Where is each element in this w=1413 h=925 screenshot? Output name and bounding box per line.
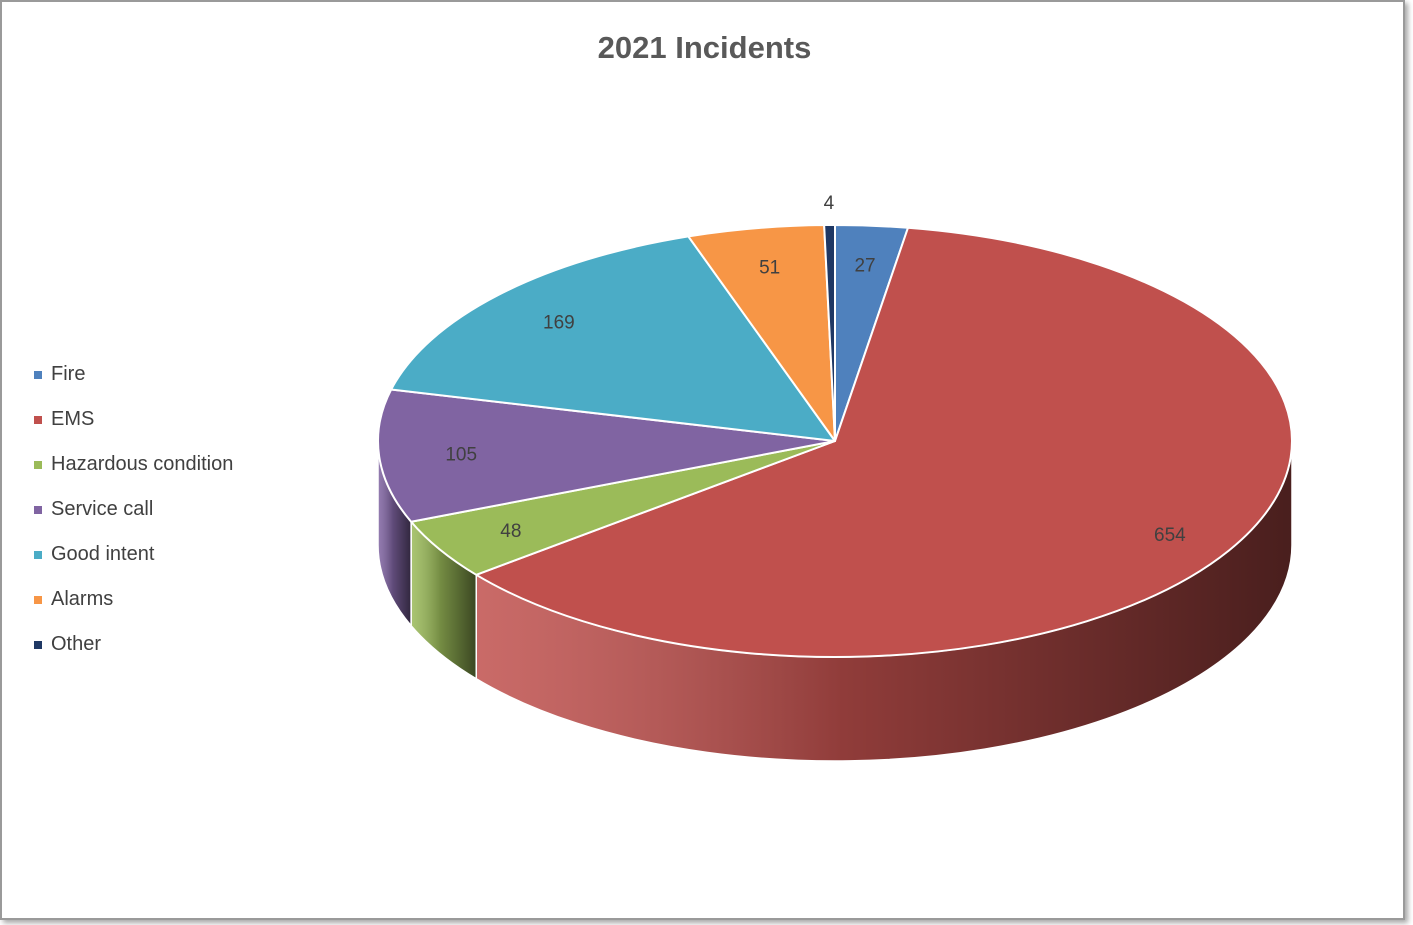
legend-label: Good intent [51,543,155,565]
legend: Fire EMS Hazardous condition Service call Go… [34,352,233,667]
legend-swatch [34,595,42,604]
legend-label: Other [51,633,102,655]
legend-item-other: Other [34,622,233,667]
legend-item-service-call: Service call [34,487,233,532]
legend-swatch [34,640,42,649]
data-label-fire: 27 [854,255,875,276]
data-label-alarms: 51 [759,258,780,279]
legend-label: Service call [51,498,154,520]
legend-swatch [34,370,42,379]
legend-swatch [34,505,42,514]
chart-title: 2021 Incidents [597,30,812,65]
pie-labels: 27 654 48 105 169 51 4 [445,193,1186,546]
pie-top [377,224,1293,658]
legend-label: Hazardous condition [51,453,234,475]
data-label-hazardous-condition: 48 [500,521,521,542]
data-label-good-intent: 169 [543,312,575,333]
legend-label: Alarms [51,588,114,610]
data-label-other: 4 [824,193,835,214]
pie-slice-other [823,224,836,442]
legend-item-hazardous-condition: Hazardous condition [34,442,233,487]
legend-label: EMS [51,408,95,430]
legend-item-alarms: Alarms [34,577,233,622]
legend-swatch [34,460,42,469]
data-label-ems: 654 [1154,525,1186,546]
pie-slice-service-call [377,388,836,523]
legend-swatch [34,415,42,424]
legend-swatch [34,550,42,559]
legend-item-good-intent: Good intent [34,532,233,577]
legend-item-fire: Fire [34,352,233,397]
legend-label: Fire [51,363,86,385]
legend-item-ems: EMS [34,397,233,442]
data-label-service-call: 105 [445,445,477,466]
pie-slice-ems [475,226,1293,658]
